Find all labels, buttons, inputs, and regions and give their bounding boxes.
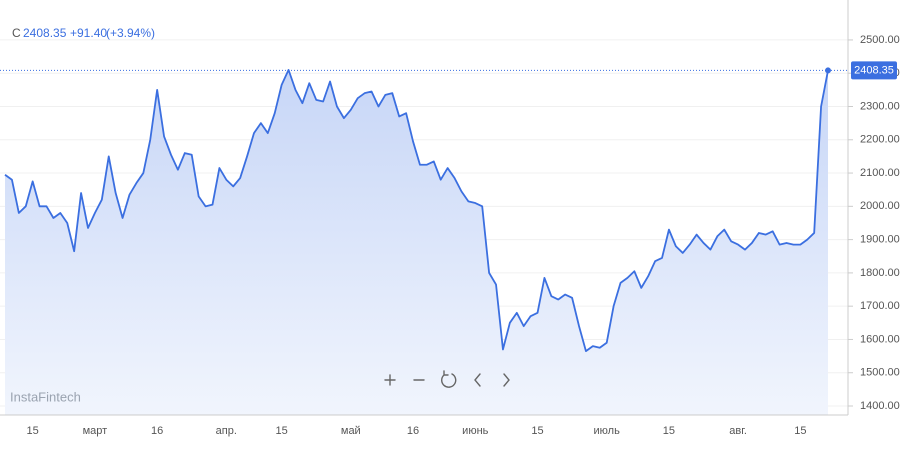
- scroll-right-button[interactable]: [503, 373, 510, 387]
- x-tick-label: авг.: [729, 425, 747, 437]
- header-symbol: C: [12, 26, 21, 40]
- last-price-dot: [825, 67, 831, 74]
- y-tick-label: 1900.00: [860, 234, 900, 246]
- zoom-controls: [384, 370, 510, 388]
- reset-button[interactable]: [441, 370, 457, 388]
- watermark: InstaFintech: [10, 389, 81, 404]
- x-tick-label: апр.: [216, 425, 237, 437]
- scroll-left-button[interactable]: [474, 373, 481, 387]
- x-tick-label: июль: [594, 425, 621, 437]
- y-tick-label: 2100.00: [860, 167, 900, 179]
- x-tick-label: май: [341, 425, 361, 437]
- header-close: 2408.35: [23, 26, 67, 40]
- x-tick-label: 15: [663, 425, 675, 437]
- x-tick-label: 15: [794, 425, 806, 437]
- header-change: +91.40: [70, 26, 107, 40]
- price-line: [4, 68, 829, 353]
- x-tick-label: 15: [27, 425, 39, 437]
- plot: [0, 67, 848, 416]
- x-tick-label: март: [83, 425, 108, 437]
- header-change-percent: (+3.94%): [106, 26, 155, 40]
- y-tick-label: 1400.00: [860, 400, 900, 412]
- zoom-in-button[interactable]: [384, 374, 396, 386]
- y-tick-label: 1600.00: [860, 333, 900, 345]
- y-tick-label: 1500.00: [860, 367, 900, 379]
- y-tick-label: 2300.00: [860, 100, 900, 112]
- x-tick-label: 15: [531, 425, 543, 437]
- y-tick-label: 1700.00: [860, 300, 900, 312]
- x-tick-label: 15: [276, 425, 288, 437]
- y-tick-label: 2500.00: [860, 34, 900, 46]
- y-tick-label: 2000.00: [860, 200, 900, 212]
- x-tick-label: 16: [151, 425, 163, 437]
- y-tick-label: 1800.00: [860, 267, 900, 279]
- area-fill: [5, 69, 828, 416]
- x-tick-label: 16: [407, 425, 419, 437]
- last-price-label: 2408.35: [854, 64, 894, 76]
- y-tick-label: 2200.00: [860, 134, 900, 146]
- x-tick-label: июнь: [462, 425, 488, 437]
- last-price-badge: [851, 61, 897, 80]
